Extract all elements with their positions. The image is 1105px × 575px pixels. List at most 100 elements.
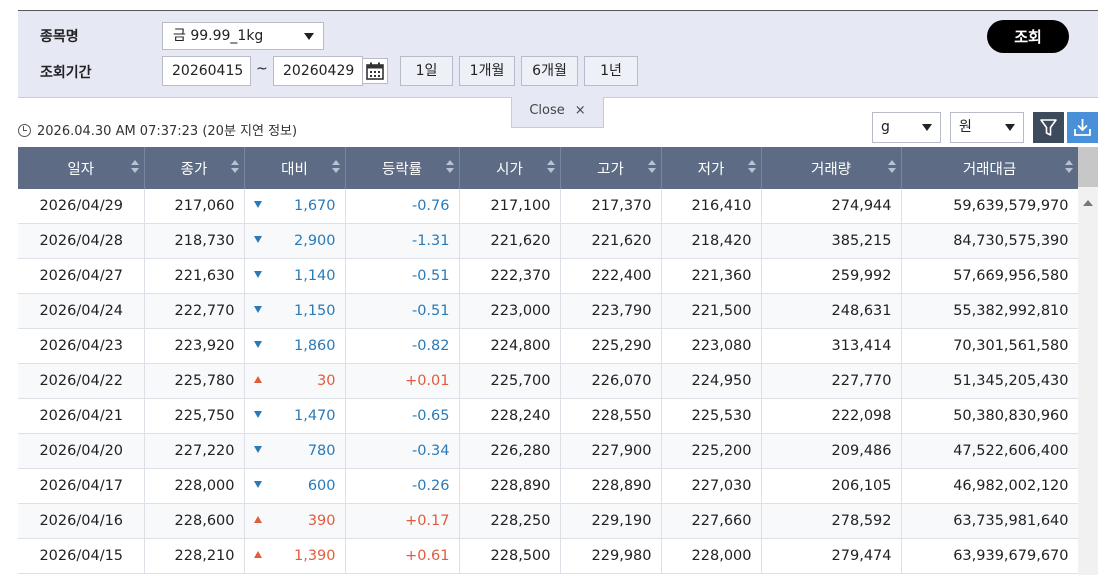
column-header-label: 거래량 <box>810 161 852 178</box>
diff-value: 1,390 <box>293 548 336 564</box>
period-1day-button[interactable]: 1일 <box>400 56 453 86</box>
triangle-up-icon <box>253 551 262 558</box>
calendar-icon[interactable] <box>362 58 388 84</box>
weight-unit-select[interactable]: g <box>872 112 941 143</box>
cell-date: 2026/04/27 <box>18 258 145 294</box>
search-panel: 종목명 금 99.99_1kg 조회 조회기간 20260415 ~ 20260… <box>18 11 1098 98</box>
triangle-down-icon <box>253 481 262 488</box>
scrollbar-track[interactable] <box>1078 147 1098 575</box>
column-header-high[interactable]: 고가 <box>560 147 662 189</box>
column-header-label: 저가 <box>697 161 725 178</box>
cell-low: 225,200 <box>661 433 762 469</box>
cell-amount: 57,669,956,580 <box>901 258 1079 294</box>
date-separator: ~ <box>256 61 268 77</box>
table-row[interactable]: 2026/04/27 221,630 1,140 -0.51 222,370 222,40… <box>18 258 1079 294</box>
column-header-label: 일자 <box>67 161 95 178</box>
diff-value: 2,900 <box>293 233 336 249</box>
cell-low: 221,500 <box>661 293 762 329</box>
triangle-down-icon <box>253 236 262 243</box>
period-1year-button[interactable]: 1년 <box>584 56 638 86</box>
table-row[interactable]: 2026/04/29 217,060 1,670 -0.76 217,100 217,37… <box>18 189 1079 224</box>
cell-close: 221,630 <box>144 258 245 294</box>
cell-close: 225,780 <box>144 363 245 399</box>
close-panel-tab[interactable]: Close × <box>511 97 604 128</box>
cell-high: 222,400 <box>560 258 662 294</box>
column-header-diff[interactable]: 대비 <box>244 147 346 189</box>
cell-open: 223,000 <box>459 293 561 329</box>
cell-rate: -1.31 <box>345 223 460 259</box>
table-row[interactable]: 2026/04/24 222,770 1,150 -0.51 223,000 223,79… <box>18 293 1079 329</box>
cell-rate: +0.17 <box>345 503 460 539</box>
table-row[interactable]: 2026/04/22 225,780 30 +0.01 225,700 226,070 22… <box>18 363 1079 399</box>
cell-volume: 279,474 <box>761 538 902 574</box>
chevron-down-icon <box>304 33 314 40</box>
download-button[interactable] <box>1067 112 1098 143</box>
cell-diff: 2,900 <box>244 223 346 259</box>
weight-unit-value: g <box>881 119 890 135</box>
currency-unit-value: 원 <box>959 119 972 135</box>
diff-value: 1,670 <box>293 198 336 214</box>
cell-low: 227,660 <box>661 503 762 539</box>
filter-button[interactable] <box>1033 112 1064 143</box>
cell-rate: -0.82 <box>345 328 460 364</box>
column-header-open[interactable]: 시가 <box>459 147 561 189</box>
cell-high: 225,290 <box>560 328 662 364</box>
cell-open: 228,250 <box>459 503 561 539</box>
cell-high: 223,790 <box>560 293 662 329</box>
cell-diff: 1,470 <box>244 398 346 434</box>
date-to-input[interactable]: 20260429 <box>273 56 363 86</box>
column-header-date[interactable]: 일자 <box>18 147 145 189</box>
table-row[interactable]: 2026/04/28 218,730 2,900 -1.31 221,620 221,62… <box>18 223 1079 259</box>
table-row[interactable]: 2026/04/20 227,220 780 -0.34 226,280 227,900 2… <box>18 433 1079 469</box>
column-header-label: 거래대금 <box>962 161 1017 178</box>
item-label: 종목명 <box>40 29 79 45</box>
scrollbar-thumb[interactable] <box>1078 147 1098 187</box>
query-button[interactable]: 조회 <box>987 20 1069 53</box>
cell-date: 2026/04/23 <box>18 328 145 364</box>
chevron-down-icon <box>1005 124 1015 131</box>
cell-rate: -0.26 <box>345 468 460 504</box>
date-from-input[interactable]: 20260415 <box>162 56 251 86</box>
currency-unit-select[interactable]: 원 <box>950 112 1024 143</box>
column-header-rate[interactable]: 등락률 <box>345 147 460 189</box>
table-row[interactable]: 2026/04/21 225,750 1,470 -0.65 228,240 228,55… <box>18 398 1079 434</box>
table-row[interactable]: 2026/04/15 228,210 1,390 +0.61 228,500 229,98… <box>18 538 1079 574</box>
diff-value: 600 <box>307 478 336 494</box>
item-select[interactable]: 금 99.99_1kg <box>162 22 324 50</box>
column-header-low[interactable]: 저가 <box>661 147 762 189</box>
table-row[interactable]: 2026/04/23 223,920 1,860 -0.82 224,800 225,29… <box>18 328 1079 364</box>
cell-rate: -0.76 <box>345 189 460 224</box>
column-header-amount[interactable]: 거래대금 <box>901 147 1079 189</box>
column-header-label: 종가 <box>180 161 208 178</box>
cell-open: 221,620 <box>459 223 561 259</box>
filter-icon <box>1040 119 1057 136</box>
scroll-up-arrow-icon[interactable] <box>1083 200 1093 206</box>
item-select-value: 금 99.99_1kg <box>173 28 264 44</box>
cell-volume: 222,098 <box>761 398 902 434</box>
cell-rate: +0.01 <box>345 363 460 399</box>
table-header-row: 일자 종가 대비 등락률 시가 고가 저가 거래량 거래대금 <box>18 147 1079 189</box>
cell-high: 221,620 <box>560 223 662 259</box>
period-1month-button[interactable]: 1개월 <box>459 56 515 86</box>
triangle-down-icon <box>253 201 262 208</box>
period-6month-button[interactable]: 6개월 <box>521 56 578 86</box>
cell-open: 222,370 <box>459 258 561 294</box>
triangle-down-icon <box>253 341 262 348</box>
column-header-volume[interactable]: 거래량 <box>761 147 902 189</box>
cell-open: 228,240 <box>459 398 561 434</box>
cell-close: 225,750 <box>144 398 245 434</box>
cell-open: 226,280 <box>459 433 561 469</box>
diff-value: 780 <box>307 443 336 459</box>
period-label: 조회기간 <box>40 65 92 81</box>
column-header-close[interactable]: 종가 <box>144 147 245 189</box>
cell-high: 226,070 <box>560 363 662 399</box>
cell-high: 229,190 <box>560 503 662 539</box>
cell-volume: 206,105 <box>761 468 902 504</box>
table-row[interactable]: 2026/04/17 228,000 600 -0.26 228,890 228,890 2… <box>18 468 1079 504</box>
cell-low: 224,950 <box>661 363 762 399</box>
table-row[interactable]: 2026/04/16 228,600 390 +0.17 228,250 229,190 2… <box>18 503 1079 539</box>
column-header-label: 시가 <box>496 161 523 178</box>
cell-amount: 59,639,579,970 <box>901 189 1079 224</box>
cell-high: 228,550 <box>560 398 662 434</box>
column-header-label: 고가 <box>597 161 624 178</box>
